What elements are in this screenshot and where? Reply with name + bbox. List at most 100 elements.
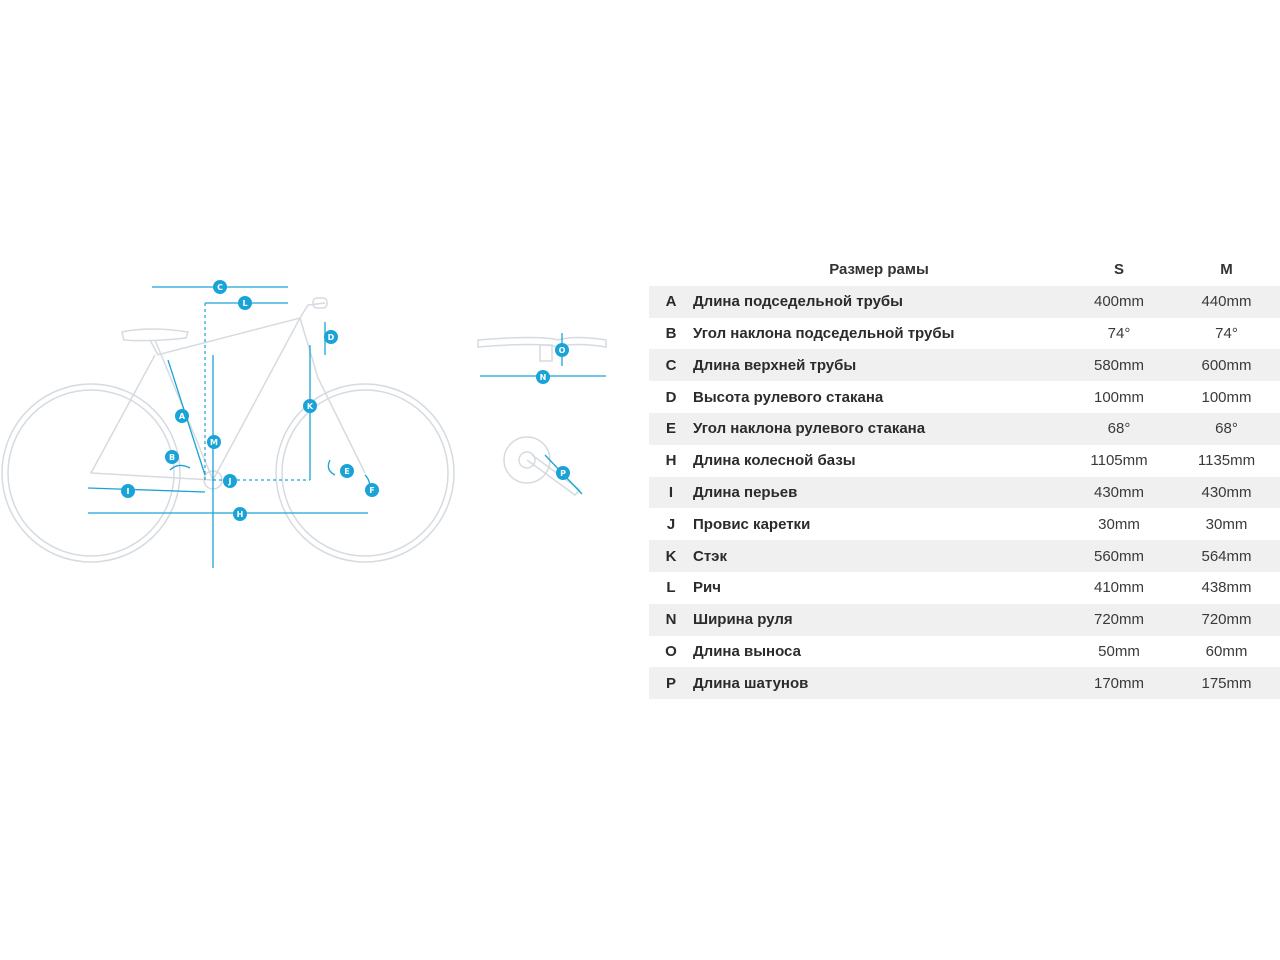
marker-b: B <box>165 450 179 464</box>
table-row: J Провис каретки 30mm 30mm <box>649 508 1280 540</box>
row-value-m: 720mm <box>1173 603 1280 636</box>
table-row: B Угол наклона подседельной трубы 74° 74° <box>649 318 1280 350</box>
dim-e-arc <box>327 459 336 476</box>
row-value-m: 68° <box>1173 412 1280 445</box>
table-row: O Длина выноса 50mm 60mm <box>649 636 1280 668</box>
row-value-s: 170mm <box>1065 667 1173 700</box>
marker-n: N <box>536 370 550 384</box>
rear-triangle <box>89 339 215 481</box>
svg-text:P: P <box>560 469 566 478</box>
row-name: Угол наклона рулевого стакана <box>693 412 1065 445</box>
rear-wheel <box>1 383 181 563</box>
row-name: Провис каретки <box>693 515 811 533</box>
table-row: I Длина перьев 430mm 430mm <box>649 476 1280 509</box>
dimension-markers: C L D A M K B J E F I H O N P <box>121 280 570 521</box>
crank-arm <box>526 454 582 496</box>
row-name: Угол наклона подседельной трубы <box>693 324 955 342</box>
row-value-s: 430mm <box>1065 476 1173 509</box>
row-name: Высота рулевого стакана <box>693 388 884 406</box>
crankset-detail <box>503 436 583 496</box>
row-code: B <box>665 324 677 342</box>
row-code: I <box>649 476 693 509</box>
marker-o: O <box>555 343 569 357</box>
dim-i-line <box>87 487 206 493</box>
marker-a: A <box>175 409 189 423</box>
row-name: Длина шатунов <box>693 667 1065 700</box>
table-header-row: Размер рамы S M <box>649 254 1280 286</box>
row-value-m: 175mm <box>1173 667 1280 700</box>
row-name: Длина выноса <box>693 642 801 660</box>
marker-h: H <box>233 507 247 521</box>
row-name: Длина подседельной трубы <box>693 285 1065 318</box>
bike-geometry-diagram: C L D A M K B J E F I H O N P <box>1 280 607 568</box>
marker-m: M <box>207 435 221 449</box>
table-row: E Угол наклона рулевого стакана 68° 68° <box>649 412 1280 445</box>
table-row: N Ширина руля 720mm 720mm <box>649 603 1280 636</box>
row-value-s: 400mm <box>1065 285 1173 318</box>
marker-j: J <box>223 474 237 488</box>
table-row: K Стэк 560mm 564mm <box>649 540 1280 572</box>
geometry-spec-table: Размер рамы S M A Длина подседельной труб… <box>649 254 1280 700</box>
row-name: Рич <box>693 579 721 597</box>
svg-text:B: B <box>169 453 175 462</box>
row-value-s: 68° <box>1065 412 1173 445</box>
handlebar <box>477 336 607 348</box>
frame-size-header: Размер рамы <box>829 261 929 279</box>
size-m-header: M <box>1220 261 1233 279</box>
svg-text:N: N <box>540 373 547 382</box>
dim-b-arc <box>169 464 191 471</box>
svg-text:K: K <box>307 402 314 411</box>
row-code: L <box>666 579 676 597</box>
saddle <box>121 328 189 342</box>
row-name: Длина колесной базы <box>693 452 856 470</box>
svg-text:D: D <box>328 333 335 342</box>
handlebar-clamp <box>312 297 328 309</box>
svg-text:C: C <box>217 283 223 292</box>
svg-text:A: A <box>179 412 186 421</box>
row-code: J <box>666 515 676 533</box>
svg-text:F: F <box>369 486 374 495</box>
row-value-m: 60mm <box>1205 642 1248 660</box>
marker-p: P <box>556 466 570 480</box>
row-value-s: 580mm <box>1065 349 1173 382</box>
row-code: N <box>649 603 693 636</box>
svg-text:M: M <box>210 438 218 447</box>
row-code: P <box>649 667 693 700</box>
row-value-m: 30mm <box>1205 515 1248 533</box>
row-value-m: 430mm <box>1173 476 1280 509</box>
stem <box>299 302 326 319</box>
marker-f: F <box>365 483 379 497</box>
size-s-header: S <box>1113 261 1124 279</box>
table-row: L Рич 410mm 438mm <box>649 572 1280 604</box>
row-name: Ширина руля <box>693 603 1065 636</box>
fork <box>299 317 366 474</box>
row-name: Стэк <box>693 540 1065 572</box>
marker-e: E <box>340 464 354 478</box>
seatpost <box>149 339 159 356</box>
row-code: E <box>649 412 693 445</box>
row-value-s: 50mm <box>1098 642 1140 660</box>
table-row: P Длина шатунов 170mm 175mm <box>649 667 1280 700</box>
marker-c: C <box>213 280 227 294</box>
svg-text:L: L <box>242 299 247 308</box>
svg-text:H: H <box>237 510 244 519</box>
svg-text:J: J <box>228 477 232 486</box>
front-rim <box>281 389 449 557</box>
row-value-s: 30mm <box>1098 515 1140 533</box>
row-code: D <box>665 388 677 406</box>
marker-l: L <box>238 296 252 310</box>
table-row: D Высота рулевого стакана 100mm 100mm <box>649 381 1280 413</box>
bike-outline <box>1 297 455 563</box>
marker-i: I <box>121 484 135 498</box>
row-value-m: 100mm <box>1201 388 1252 406</box>
table-row: H Длина колесной базы 1105mm 1135mm <box>649 445 1280 477</box>
row-value-m: 74° <box>1215 324 1238 342</box>
dimension-lines <box>87 286 371 568</box>
row-code: O <box>665 642 677 660</box>
svg-text:E: E <box>344 467 349 476</box>
row-value-s: 1105mm <box>1090 452 1148 470</box>
row-value-m: 440mm <box>1173 285 1280 318</box>
front-wheel <box>275 383 455 563</box>
row-value-s: 410mm <box>1093 579 1145 597</box>
row-code: C <box>649 349 693 382</box>
